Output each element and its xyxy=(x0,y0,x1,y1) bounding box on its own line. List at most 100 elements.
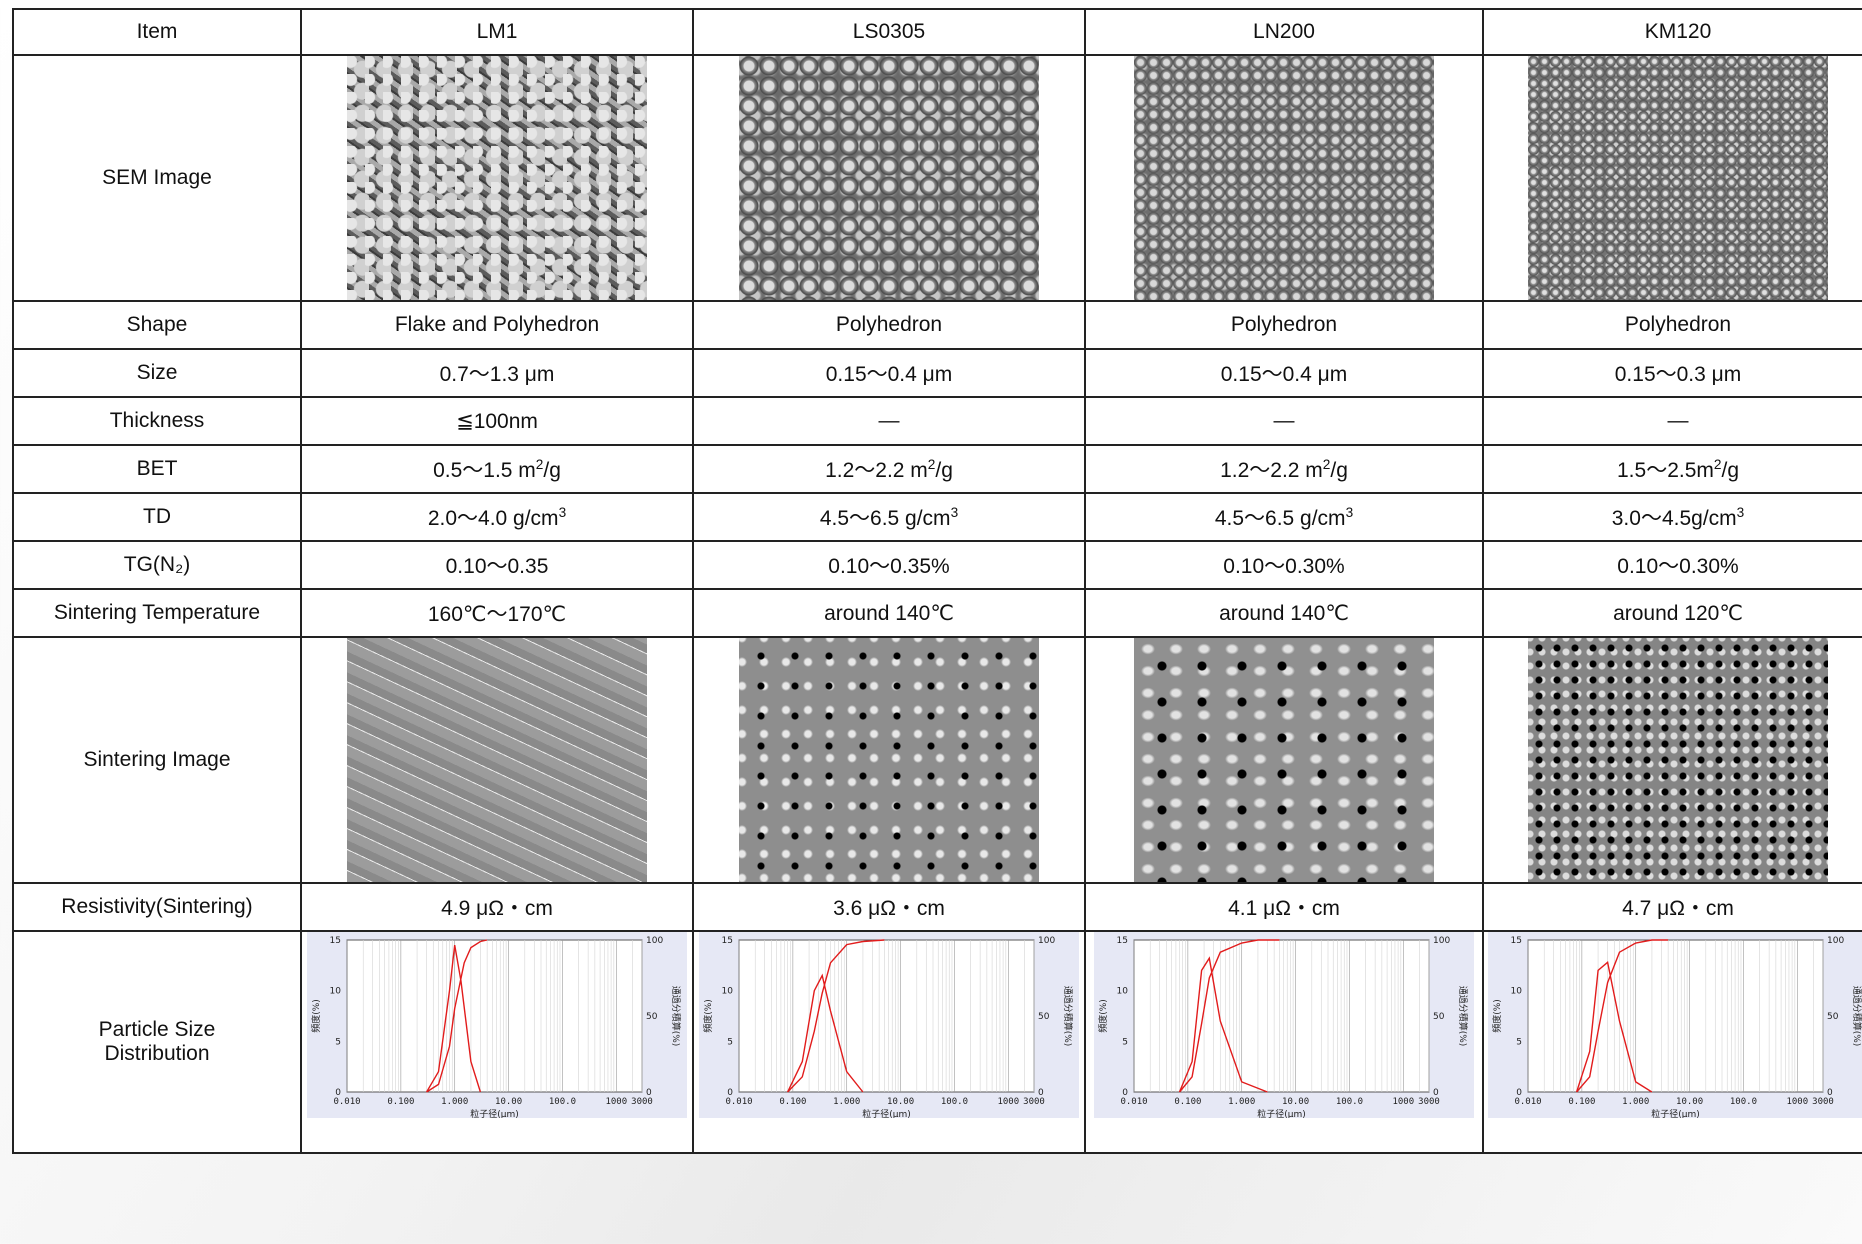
left-tick-label: 10 xyxy=(1511,987,1523,997)
sintering-temp-label: Sintering Temperature xyxy=(12,588,302,638)
plot-area xyxy=(1527,939,1824,1093)
tg-label: TG(N₂) xyxy=(12,540,302,590)
x-tick-label: 100.0 xyxy=(1336,1097,1363,1107)
size-km120: 0.15〜0.3 μm xyxy=(1482,348,1862,398)
frequency-curve xyxy=(425,944,482,1093)
x-tick-label: 3000 xyxy=(631,1097,653,1107)
td-ln200: 4.5〜6.5 g/cm xyxy=(1214,507,1346,530)
x-tick-label: 100.0 xyxy=(941,1097,968,1107)
sintering-image-row: Sintering Image xyxy=(12,636,1862,884)
right-tick-label: 0 xyxy=(1038,1088,1044,1098)
sem-image-lm1 xyxy=(347,56,647,300)
x-tick-label: 1.000 xyxy=(1228,1097,1255,1107)
x-tick-label: 3000 xyxy=(1812,1097,1834,1107)
frequency-curve xyxy=(1575,960,1653,1093)
shape-lm1: Flake and Polyhedron xyxy=(300,300,694,350)
shape-ln200: Polyhedron xyxy=(1084,300,1484,350)
size-ln200: 0.15〜0.4 μm xyxy=(1084,348,1484,398)
x-tick-label: 3000 xyxy=(1023,1097,1045,1107)
x-tick-label: 1000 xyxy=(1392,1097,1414,1107)
x-tick-label: 10.00 xyxy=(1676,1097,1703,1107)
sintering-image-km120 xyxy=(1528,638,1828,882)
thickness-lm1: ≦100nm xyxy=(300,396,694,446)
tg-km120: 0.10〜0.30% xyxy=(1482,540,1862,590)
sem-image-km120 xyxy=(1528,56,1828,300)
size-label: Size xyxy=(12,348,302,398)
td-lm1: 2.0〜4.0 g/cm xyxy=(427,507,559,530)
right-tick-label: 100 xyxy=(646,936,663,946)
x-tick-label: 0.100 xyxy=(779,1097,806,1107)
sem-image-ls0305 xyxy=(739,56,1039,300)
plot-area xyxy=(346,939,643,1093)
cumulative-curve xyxy=(1178,939,1280,1093)
x-tick-label: 1.000 xyxy=(833,1097,860,1107)
sintering-temp-row: Sintering Temperature 160℃〜170℃ around 1… xyxy=(12,588,1862,638)
bet-sup: 2 xyxy=(1713,457,1722,472)
bet-km120: 1.5〜2.5m xyxy=(1617,459,1714,482)
header-row: Item LM1 LS0305 LN200 KM120 xyxy=(12,8,1862,56)
sintering-temp-km120: around 120℃ xyxy=(1482,588,1862,638)
right-tick-label: 50 xyxy=(1433,1012,1445,1022)
shape-km120: Polyhedron xyxy=(1482,300,1862,350)
x-tick-label: 0.010 xyxy=(333,1097,360,1107)
td-row: TD 2.0〜4.0 g/cm3 4.5〜6.5 g/cm3 4.5〜6.5 g… xyxy=(12,492,1862,542)
psd-chart-lm1: 15 10 5 0 100 50 0 0.010 0.100 1.000 10.00 100.0 100… xyxy=(307,932,687,1152)
left-tick-label: 10 xyxy=(330,987,342,997)
td-label: TD xyxy=(12,492,302,542)
x-tick-label: 10.00 xyxy=(887,1097,914,1107)
x-tick-label: 0.010 xyxy=(1120,1097,1147,1107)
left-tick-label: 15 xyxy=(1511,936,1522,946)
left-tick-label: 5 xyxy=(1516,1037,1522,1047)
x-tick-label: 10.00 xyxy=(1282,1097,1309,1107)
resistivity-lm1: 4.9 μΩ・cm xyxy=(300,882,694,932)
x-tick-label: 100.0 xyxy=(1730,1097,1757,1107)
sintering-temp-ln200: around 140℃ xyxy=(1084,588,1484,638)
header-ls0305: LS0305 xyxy=(692,8,1086,56)
right-tick-label: 0 xyxy=(1433,1088,1439,1098)
td-sup: 3 xyxy=(1345,505,1354,520)
td-ls0305: 4.5〜6.5 g/cm xyxy=(819,507,951,530)
y-axis-label-left: 頻度(%) xyxy=(310,999,322,1033)
left-tick-label: 0 xyxy=(1516,1088,1522,1098)
x-tick-label: 0.010 xyxy=(1514,1097,1541,1107)
x-tick-label: 0.100 xyxy=(387,1097,414,1107)
plot-area xyxy=(1133,939,1430,1093)
tg-row: TG(N₂) 0.10〜0.35 0.10〜0.35% 0.10〜0.30% 0… xyxy=(12,540,1862,590)
psd-label: Particle Size Distribution xyxy=(12,930,302,1154)
psd-chart-ls0305: 15 10 5 0 100 50 0 0.010 0.100 1.000 10.00 100.0 100… xyxy=(699,932,1079,1152)
header-ln200: LN200 xyxy=(1084,8,1484,56)
sintering-temp-lm1: 160℃〜170℃ xyxy=(300,588,694,638)
x-tick-label: 3000 xyxy=(1418,1097,1440,1107)
header-lm1: LM1 xyxy=(300,8,694,56)
thickness-label: Thickness xyxy=(12,396,302,446)
bet-unit: /g xyxy=(543,459,561,482)
shape-label: Shape xyxy=(12,300,302,350)
bet-sup: 2 xyxy=(1322,457,1331,472)
tg-ls0305: 0.10〜0.35% xyxy=(692,540,1086,590)
left-tick-label: 0 xyxy=(1122,1088,1128,1098)
thickness-km120: — xyxy=(1482,396,1862,446)
size-lm1: 0.7〜1.3 μm xyxy=(300,348,694,398)
y-axis-label-right: 通過分積算(%) xyxy=(1062,986,1074,1047)
bet-label: BET xyxy=(12,444,302,494)
header-item: Item xyxy=(12,8,302,56)
left-tick-label: 5 xyxy=(335,1037,341,1047)
bet-row: BET 0.5〜1.5 m2/g 1.2〜2.2 m2/g 1.2〜2.2 m2… xyxy=(12,444,1862,494)
sem-image-ln200 xyxy=(1134,56,1434,300)
right-tick-label: 100 xyxy=(1827,936,1844,946)
td-sup: 3 xyxy=(950,505,959,520)
resistivity-ls0305: 3.6 μΩ・cm xyxy=(692,882,1086,932)
bet-lm1: 0.5〜1.5 m xyxy=(433,459,536,482)
tg-lm1: 0.10〜0.35 xyxy=(300,540,694,590)
left-tick-label: 15 xyxy=(1117,936,1128,946)
shape-row: Shape Flake and Polyhedron Polyhedron Po… xyxy=(12,300,1862,350)
x-axis-label: 粒子径(μm) xyxy=(470,1108,519,1118)
cumulative-curve xyxy=(426,939,488,1093)
psd-label-line2: Distribution xyxy=(104,1042,210,1065)
y-axis-label-right: 通過分積算(%) xyxy=(1851,986,1862,1047)
header-km120: KM120 xyxy=(1482,8,1862,56)
x-axis-label: 粒子径(μm) xyxy=(1257,1108,1306,1118)
y-axis-label-right: 通過分積算(%) xyxy=(1457,986,1469,1047)
psd-row: Particle Size Distribution 15 10 5 0 100 50 0 0… xyxy=(12,930,1862,1154)
left-tick-label: 5 xyxy=(1122,1037,1128,1047)
